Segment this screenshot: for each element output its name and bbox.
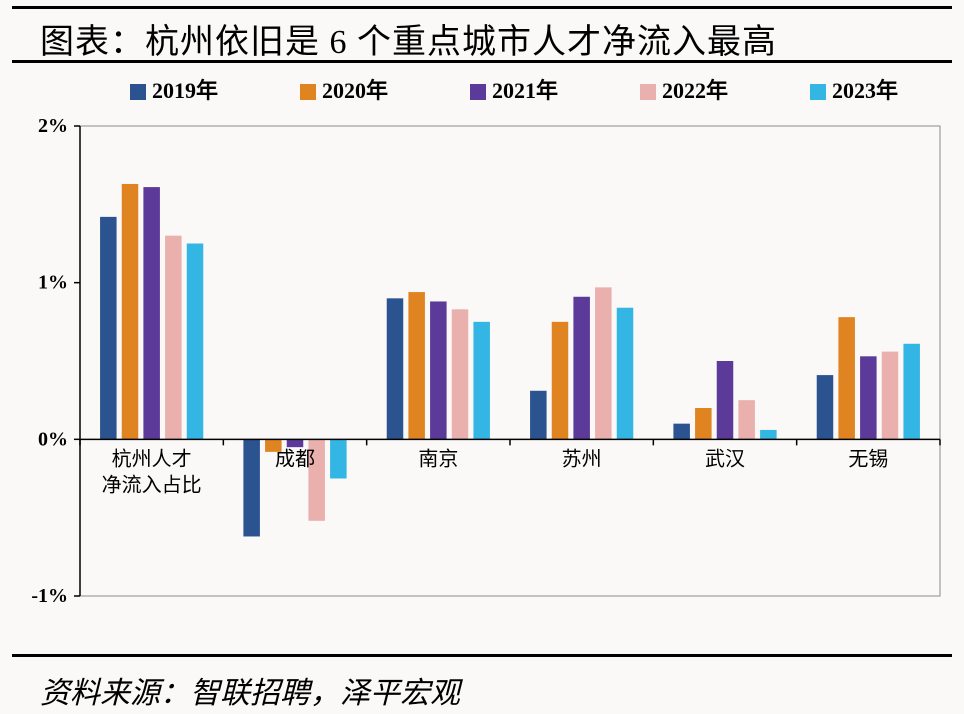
bar [695,408,712,439]
source-text: 资料来源：智联招聘，泽平宏观 [40,668,460,712]
bar [408,292,425,439]
bottom-rule [12,654,952,657]
category-label: 净流入占比 [102,473,202,496]
chart-svg: 2019年 2020年 2021年 2022年 2023年 -1% 0% 1% 2% 杭州人才净流… [0,66,964,646]
bar [552,322,569,440]
bar [903,344,920,440]
bar [165,236,182,440]
category-label: 南京 [418,447,458,470]
ytick-label: 1% [38,272,68,294]
legend-marker [470,84,486,100]
bar [100,217,117,439]
bar [860,356,877,439]
bar [882,352,899,440]
legend-label: 2020年 [322,78,388,103]
bar [817,375,834,439]
title-bottom-rule [12,60,952,63]
bar [673,424,690,440]
legend-label: 2022年 [662,78,728,103]
bar [143,187,160,439]
ytick-label: -1% [31,585,68,607]
chart-container: 2019年 2020年 2021年 2022年 2023年 -1% 0% 1% 2% 杭州人才净流… [0,66,964,646]
ytick-label: 2% [38,115,68,137]
chart-title: 图表：杭州依旧是 6 个重点城市人才净流入最高 [40,14,777,63]
category-label: 苏州 [562,447,602,470]
category-label: 成都 [275,447,315,470]
category-label: 无锡 [848,447,888,470]
bar [387,298,404,439]
bar [430,301,447,439]
category-label: 武汉 [705,447,745,470]
legend-marker [130,84,146,100]
bar [838,317,855,439]
bar [717,361,734,439]
legend-label: 2019年 [152,78,218,103]
legend-label: 2023年 [832,78,898,103]
plot-border [80,126,940,596]
bar [187,244,204,440]
page-root: 图表：杭州依旧是 6 个重点城市人才净流入最高 2019年2020年2021年2… [0,0,964,714]
legend-marker [300,84,316,100]
bar [122,184,139,439]
ytick-label: 0% [38,428,68,450]
legend-marker [640,84,656,100]
bar [530,391,547,440]
legend-label: 2021年 [492,78,558,103]
bar [243,439,260,536]
bar [738,400,755,439]
bar [452,309,469,439]
bar [617,308,634,440]
bar [760,430,777,439]
legend-marker [810,84,826,100]
bar [287,439,304,447]
bar [473,322,490,440]
top-rule [12,6,952,9]
category-label: 杭州人才 [112,447,192,470]
bar [573,297,590,440]
bar [595,287,612,439]
bar [330,439,347,478]
